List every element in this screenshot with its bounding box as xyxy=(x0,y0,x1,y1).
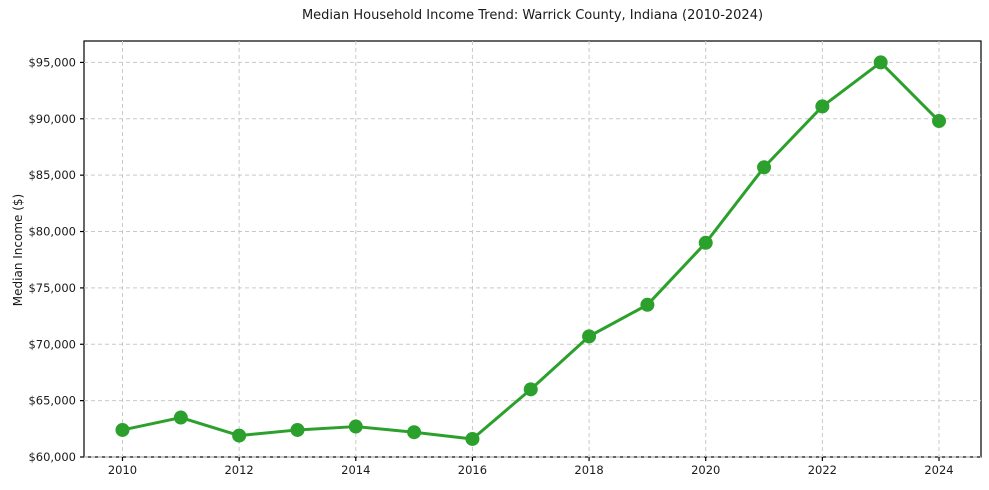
y-tick-label: $85,000 xyxy=(28,168,76,182)
y-tick-label: $65,000 xyxy=(28,394,76,408)
data-point-marker xyxy=(640,297,655,312)
x-tick-label: 2024 xyxy=(924,463,953,477)
data-point-marker xyxy=(232,428,247,443)
y-tick-label: $70,000 xyxy=(28,337,76,351)
y-tick-label: $95,000 xyxy=(28,55,76,69)
data-point-marker xyxy=(582,329,597,344)
data-point-marker xyxy=(873,55,888,70)
data-point-marker xyxy=(173,410,188,425)
chart-title: Median Household Income Trend: Warrick C… xyxy=(301,8,764,23)
x-tick-label: 2012 xyxy=(224,463,253,477)
data-point-marker xyxy=(757,160,772,175)
data-point-marker xyxy=(523,382,538,397)
data-point-marker xyxy=(407,425,422,440)
x-tick-labels: 2010 2012 2014 2016 2018 2020 2022 2024 xyxy=(108,463,954,477)
series-markers xyxy=(115,55,947,446)
y-tick-label: $75,000 xyxy=(28,281,76,295)
x-tick-label: 2014 xyxy=(341,463,370,477)
axis-ticks xyxy=(80,61,940,461)
data-point-marker xyxy=(815,99,830,114)
data-point-marker xyxy=(932,114,947,129)
gridlines xyxy=(84,41,981,458)
data-point-marker xyxy=(698,235,713,250)
data-point-marker xyxy=(115,422,130,437)
y-tick-label: $60,000 xyxy=(28,450,76,464)
x-tick-label: 2018 xyxy=(574,463,603,477)
x-tick-label: 2010 xyxy=(108,463,137,477)
x-tick-label: 2016 xyxy=(458,463,487,477)
y-tick-label: $90,000 xyxy=(28,112,76,126)
y-tick-labels: $60,000 $65,000 $70,000 $75,000 $80,000 $85,0… xyxy=(28,55,76,464)
x-tick-label: 2020 xyxy=(691,463,720,477)
y-tick-label: $80,000 xyxy=(28,225,76,239)
data-point-marker xyxy=(348,419,363,434)
x-tick-label: 2022 xyxy=(808,463,837,477)
data-point-marker xyxy=(465,431,480,446)
data-point-marker xyxy=(290,422,305,437)
